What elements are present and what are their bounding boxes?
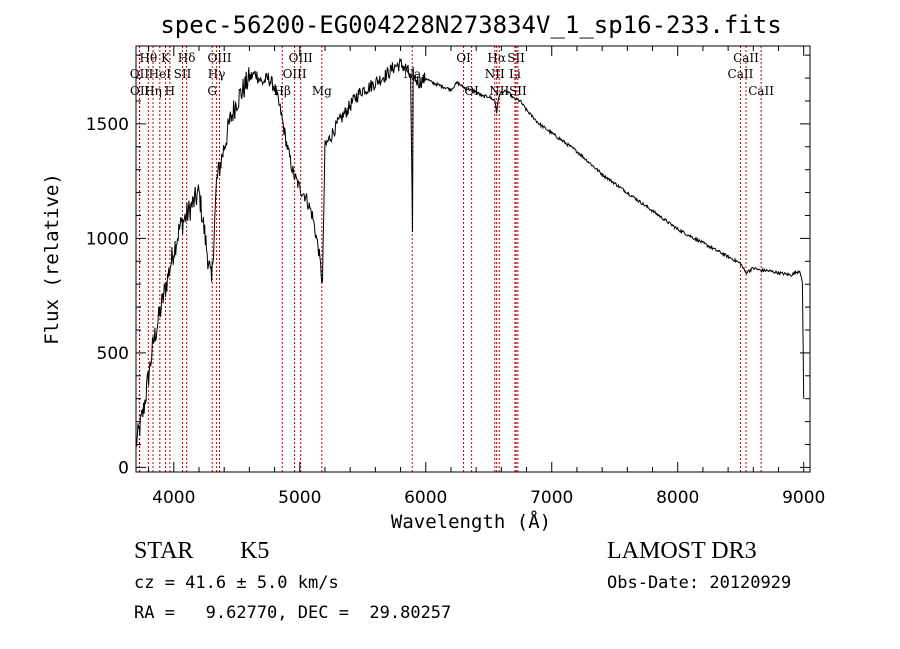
spectral-line-label: OII bbox=[130, 67, 150, 81]
y-tick-label: 1000 bbox=[86, 229, 129, 249]
y-tick-label: 1500 bbox=[86, 115, 129, 135]
spectral-line-label: OII bbox=[130, 84, 150, 98]
x-tick-label: 8000 bbox=[656, 488, 699, 508]
x-axis-label: Wavelength (Å) bbox=[391, 510, 551, 533]
spectral-line-label: Hγ bbox=[208, 67, 226, 81]
spectral-line-label: G bbox=[207, 84, 217, 98]
y-tick-label: 500 bbox=[97, 344, 129, 364]
x-axis: 4000 5000 6000 7000 8000 9000 bbox=[148, 46, 825, 508]
spectral-line-label: Li bbox=[509, 67, 521, 81]
x-tick-label: 7000 bbox=[530, 488, 573, 508]
y-axis-label: Flux (relative) bbox=[41, 173, 63, 345]
spectral-line-label: SII bbox=[509, 84, 527, 98]
obs-date: Obs-Date: 20120929 bbox=[607, 573, 792, 593]
spectral-line-label: OI bbox=[456, 51, 471, 65]
spectral-line-label: OI bbox=[464, 84, 479, 98]
x-tick-label: 5000 bbox=[278, 488, 321, 508]
spectral-line-label: Mg bbox=[312, 84, 332, 98]
spectral-line-label: CaII bbox=[748, 84, 774, 98]
survey-name: LAMOST DR3 bbox=[607, 538, 757, 564]
spectral-line-label: Hα bbox=[487, 51, 506, 65]
spectral-line-label: Hη bbox=[144, 84, 162, 98]
spectral-line-label: K bbox=[161, 51, 171, 65]
redshift-value: cz = 41.6 ± 5.0 km/s bbox=[134, 573, 339, 593]
spectral-line-label: Hθ bbox=[139, 51, 157, 65]
spectral-line-label: NII bbox=[485, 67, 505, 81]
spectral-line-label: Hδ bbox=[178, 51, 196, 65]
spectral-line-label: CaII bbox=[733, 51, 759, 65]
flux-series-line bbox=[135, 57, 805, 447]
spectral-line-label: OIII bbox=[283, 67, 307, 81]
spectral-line-label: OIII bbox=[207, 51, 231, 65]
subclass: K5 bbox=[240, 538, 270, 564]
spectrum-chart: spec-56200-EG004228N273834V_1_sp16-233.f… bbox=[41, 11, 825, 533]
spectral-line-label: NII bbox=[489, 84, 509, 98]
x-tick-label: 4000 bbox=[152, 488, 195, 508]
y-axis: 0 500 1000 1500 bbox=[86, 54, 810, 478]
spectral-line-label: H bbox=[165, 84, 175, 98]
spectral-line-markers bbox=[138, 46, 762, 472]
spectral-line-label: OIII bbox=[289, 51, 313, 65]
spectral-line-label: CaII bbox=[728, 67, 754, 81]
y-tick-label: 0 bbox=[118, 458, 129, 478]
plot-frame bbox=[135, 45, 811, 473]
spectral-line-label: SII bbox=[174, 67, 192, 81]
spectral-line-label: Na bbox=[403, 67, 421, 81]
object-class: STAR bbox=[134, 538, 194, 564]
x-tick-label: 9000 bbox=[782, 488, 825, 508]
coordinates: RA = 9.62770, DEC = 29.80257 bbox=[134, 603, 452, 623]
spectral-line-label: HeI bbox=[149, 67, 172, 81]
x-tick-label: 6000 bbox=[404, 488, 447, 508]
spectral-line-label: SII bbox=[507, 51, 525, 65]
chart-title: spec-56200-EG004228N273834V_1_sp16-233.f… bbox=[160, 11, 781, 39]
